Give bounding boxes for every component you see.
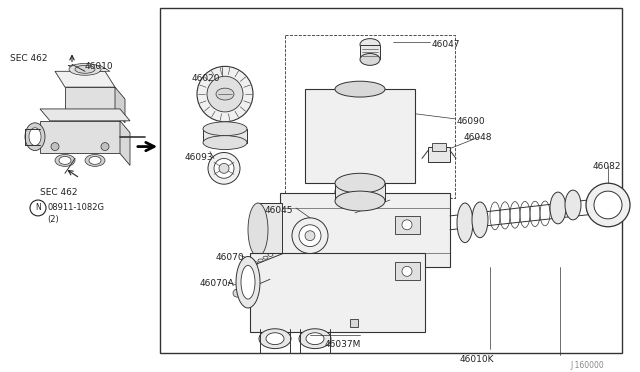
Polygon shape (65, 87, 115, 111)
Ellipse shape (299, 329, 331, 349)
Ellipse shape (69, 63, 101, 75)
Circle shape (343, 181, 367, 205)
Bar (360, 45, 380, 60)
Polygon shape (120, 121, 130, 166)
Ellipse shape (55, 154, 75, 166)
Circle shape (586, 183, 630, 227)
Text: 46037M: 46037M (325, 340, 362, 349)
Circle shape (207, 76, 243, 112)
Bar (395, 216, 420, 234)
Bar (258, 203, 282, 257)
Ellipse shape (85, 154, 105, 166)
Text: 46047: 46047 (432, 39, 461, 49)
Bar (350, 319, 358, 327)
Text: 08911-1082G: 08911-1082G (47, 203, 104, 212)
Circle shape (219, 163, 229, 173)
Bar (395, 262, 420, 280)
Bar (335, 183, 385, 201)
Text: 46045: 46045 (265, 206, 294, 215)
Circle shape (30, 200, 46, 216)
Text: 46010: 46010 (85, 62, 114, 71)
Circle shape (594, 191, 622, 219)
Circle shape (305, 231, 315, 241)
Circle shape (101, 142, 109, 151)
Bar (428, 147, 450, 163)
Circle shape (233, 289, 241, 297)
Circle shape (197, 66, 253, 122)
Ellipse shape (472, 202, 488, 238)
Text: 46090: 46090 (457, 117, 486, 126)
Bar (160, 8, 622, 353)
Ellipse shape (360, 39, 380, 51)
Ellipse shape (89, 157, 101, 164)
Text: J 160000: J 160000 (570, 362, 604, 371)
Text: 46020: 46020 (192, 74, 221, 83)
Ellipse shape (335, 191, 385, 211)
Circle shape (239, 263, 249, 273)
Circle shape (335, 173, 375, 213)
Ellipse shape (457, 203, 473, 243)
Ellipse shape (335, 81, 385, 97)
Circle shape (402, 266, 412, 276)
Bar (305, 89, 415, 183)
Circle shape (51, 142, 59, 151)
Polygon shape (40, 121, 120, 154)
Ellipse shape (75, 65, 95, 73)
Text: 46045: 46045 (352, 197, 381, 206)
Text: N: N (35, 203, 41, 212)
Ellipse shape (216, 88, 234, 100)
Text: SEC 462: SEC 462 (10, 54, 47, 64)
Circle shape (292, 218, 328, 253)
Bar (280, 193, 450, 267)
Bar (250, 253, 425, 332)
Circle shape (349, 187, 361, 199)
Ellipse shape (25, 123, 45, 151)
Text: 46093: 46093 (185, 154, 214, 163)
Ellipse shape (236, 256, 260, 308)
Polygon shape (40, 109, 130, 121)
Text: 46048: 46048 (464, 133, 493, 142)
Polygon shape (55, 71, 115, 87)
Ellipse shape (565, 190, 581, 220)
Polygon shape (115, 87, 125, 123)
Ellipse shape (241, 265, 255, 299)
Ellipse shape (29, 128, 41, 145)
Ellipse shape (335, 173, 385, 193)
Polygon shape (68, 65, 110, 71)
Text: 46070: 46070 (216, 253, 244, 262)
Circle shape (299, 225, 321, 247)
Bar (432, 142, 446, 151)
Ellipse shape (59, 157, 71, 164)
Ellipse shape (259, 329, 291, 349)
Text: 46070A: 46070A (200, 279, 235, 288)
Ellipse shape (248, 203, 268, 256)
Ellipse shape (266, 333, 284, 344)
Circle shape (214, 158, 234, 178)
Ellipse shape (360, 54, 380, 65)
Ellipse shape (550, 192, 566, 224)
Ellipse shape (306, 333, 324, 344)
Text: SEC 462: SEC 462 (40, 188, 77, 197)
Text: 46010K: 46010K (460, 355, 495, 363)
Text: (2): (2) (47, 215, 59, 224)
Ellipse shape (203, 122, 247, 136)
Text: 46082: 46082 (593, 163, 621, 171)
Circle shape (402, 220, 412, 230)
Circle shape (208, 153, 240, 184)
Ellipse shape (203, 136, 247, 150)
Bar (203, 129, 247, 142)
